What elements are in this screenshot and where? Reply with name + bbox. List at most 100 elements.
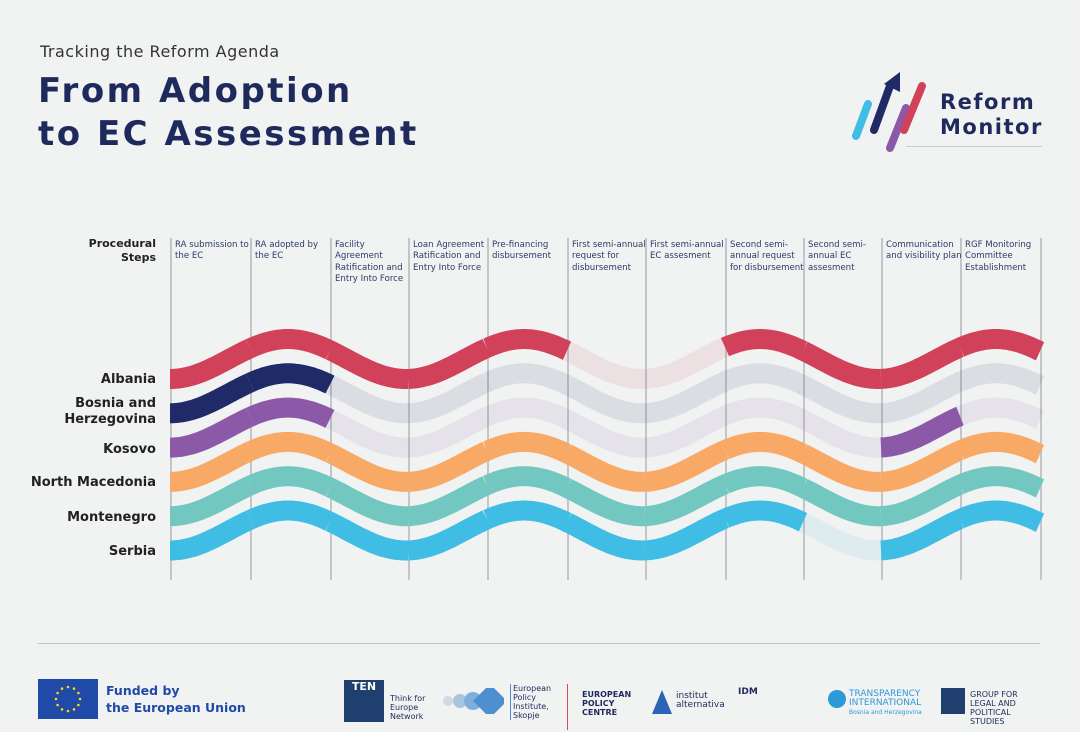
pending-segment <box>407 373 492 424</box>
pending-segment <box>880 372 964 424</box>
completed-segment <box>562 444 646 492</box>
country-label: Serbia <box>108 544 156 559</box>
completed-segment <box>245 329 335 360</box>
completed-segment <box>325 478 408 527</box>
logo-line-2: Monitor <box>940 115 1043 139</box>
completed-segment <box>483 500 572 532</box>
pending-segment <box>955 397 1045 429</box>
eu-flag-icon <box>38 679 98 719</box>
step-header: Pre-financing disbursement <box>492 240 551 262</box>
completed-segment <box>955 431 1045 464</box>
completed-segment <box>720 500 808 532</box>
step-divider <box>803 238 805 580</box>
step-header: Facility Agreement Ratification and Entr… <box>335 240 404 284</box>
country-label: Albania <box>100 372 156 387</box>
pending-segment <box>720 363 808 395</box>
step-divider <box>725 238 727 580</box>
title-line-2: to EC Assessment <box>38 114 419 154</box>
completed-segment <box>720 431 808 463</box>
institut-alternativa-icon <box>652 690 672 714</box>
completed-segment <box>325 341 408 389</box>
step-divider <box>567 238 569 580</box>
epi-logo-icon <box>442 684 507 718</box>
pending-segment <box>562 376 646 424</box>
logo-line-1: Reform <box>940 90 1036 114</box>
completed-segment <box>170 442 255 492</box>
pending-segment <box>798 410 882 458</box>
country-label: North Macedonia <box>30 475 156 490</box>
completed-segment <box>245 466 335 497</box>
completed-segment <box>955 500 1045 532</box>
completed-segment <box>245 397 335 428</box>
completed-segment <box>880 509 964 561</box>
completed-segment <box>644 440 729 492</box>
step-header: Second semi-annual EC assesment <box>808 240 866 273</box>
completed-segment <box>245 500 335 531</box>
completed-segment <box>644 509 729 561</box>
completed-segment <box>955 329 1045 361</box>
pending-segment <box>407 407 492 458</box>
title-line-1: From Adoption <box>38 71 353 111</box>
step-header: First semi-annual request for disburseme… <box>572 240 646 273</box>
completed-segment <box>325 444 408 492</box>
completed-segment <box>407 441 492 492</box>
completed-segment <box>407 338 492 389</box>
completed-segment <box>798 478 882 527</box>
transparency-globe-icon <box>828 690 846 708</box>
pending-segment <box>720 397 808 429</box>
completed-segment <box>170 339 255 389</box>
funded-by-eu: Funded by the European Union <box>106 682 246 716</box>
step-divider <box>408 238 410 580</box>
completed-segment <box>562 513 646 561</box>
subtitle: Tracking the Reform Agenda <box>40 42 280 61</box>
epc-logo: EUROPEAN POLICY CENTRE <box>582 690 632 717</box>
funded-line-1: Funded by <box>106 683 180 698</box>
completed-segment <box>644 475 729 527</box>
country-label: Kosovo <box>103 442 156 457</box>
completed-segment <box>798 444 882 492</box>
completed-segment <box>880 441 964 492</box>
completed-segment <box>170 510 255 561</box>
completed-segment <box>170 476 255 527</box>
step-divider <box>487 238 489 580</box>
completed-segment <box>407 476 492 527</box>
glps-building-icon <box>941 688 965 714</box>
pending-segment <box>325 409 408 458</box>
completed-segment <box>245 363 335 394</box>
step-header: RGF Monitoring Committee Establishment <box>965 240 1032 273</box>
idm-logo: IDM <box>738 687 758 697</box>
pending-segment <box>483 363 572 395</box>
page-title: From Adoption to EC Assessment <box>38 70 419 156</box>
completed-segment <box>325 512 408 561</box>
step-header: First semi-annual EC assesment <box>650 240 724 262</box>
completed-segment <box>562 478 646 527</box>
footer-divider <box>38 643 1040 644</box>
completed-segment <box>720 329 808 360</box>
completed-segment <box>170 373 255 424</box>
step-header: RA adopted by the EC <box>255 240 319 262</box>
completed-segment <box>720 466 808 498</box>
steps-label-line-1: Procedural <box>88 237 156 250</box>
glps-logo: GROUP FOR LEGAL AND POLITICAL STUDIES <box>970 690 1018 726</box>
funded-line-2: the European Union <box>106 700 246 715</box>
rising-arrows-icon <box>852 72 926 152</box>
step-header: Communication and visibility plan <box>886 240 962 262</box>
pending-segment <box>798 376 882 424</box>
pending-segment <box>798 513 882 561</box>
partner-separator <box>567 684 568 730</box>
country-label: Montenegro <box>67 510 156 525</box>
completed-segment <box>483 431 572 463</box>
pending-segment <box>644 372 729 424</box>
completed-segment <box>407 510 492 561</box>
pending-segment <box>483 397 572 429</box>
step-header: Second semi-annual request for disbursem… <box>730 240 804 273</box>
pending-segment <box>955 363 1045 395</box>
ten-logo: TEN <box>344 680 384 722</box>
country-label: Bosnia and Herzegovina <box>64 396 156 427</box>
reform-monitor-logo: Reform Monitor <box>848 68 1048 158</box>
completed-segment <box>245 431 335 463</box>
pending-segment <box>562 410 646 458</box>
ten-name: Think for Europe Network <box>390 694 426 721</box>
